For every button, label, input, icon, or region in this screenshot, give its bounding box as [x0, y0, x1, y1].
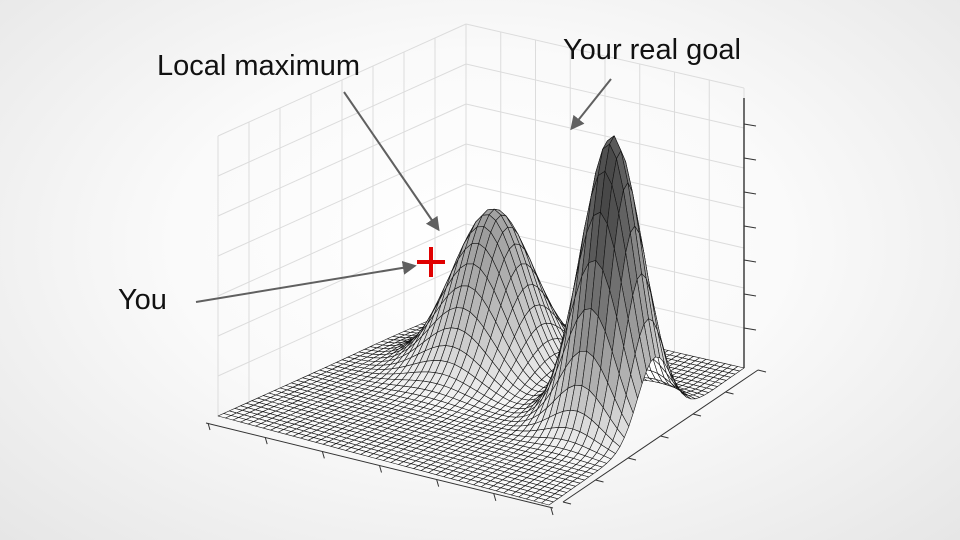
- local-maximum-arrow: [343, 91, 440, 232]
- you-label: You: [118, 284, 167, 316]
- real-goal-arrow: [570, 78, 612, 131]
- surface-mesh: [217, 135, 745, 506]
- annotation-arrows: [195, 78, 612, 303]
- axis-ticks: [205, 123, 767, 516]
- you-marker: [417, 247, 445, 277]
- real-goal-label: Your real goal: [563, 34, 741, 66]
- local-maximum-label: Local maximum: [157, 50, 361, 82]
- you-arrow: [195, 260, 417, 303]
